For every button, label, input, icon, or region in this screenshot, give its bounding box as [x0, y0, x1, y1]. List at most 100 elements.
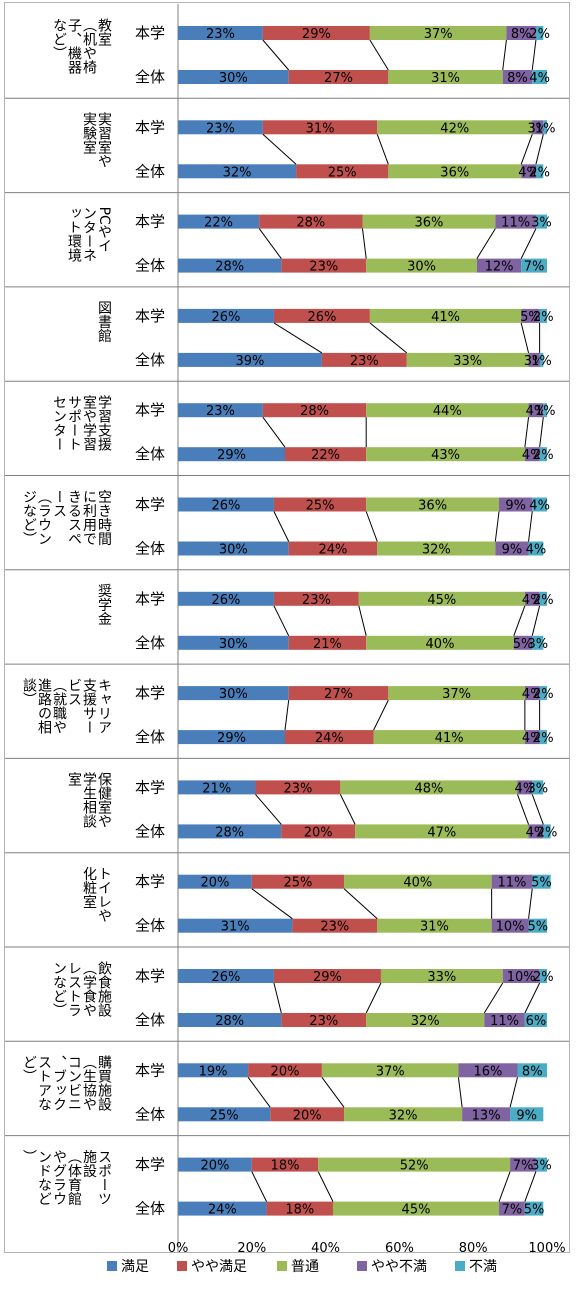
bar-segment [521, 308, 540, 323]
bar-segment [506, 26, 536, 40]
data-label: 5% [520, 310, 541, 325]
series-line [365, 982, 382, 1014]
row-label: 全体 [135, 540, 165, 558]
bar-segment [535, 1157, 547, 1172]
bar-segment [539, 686, 547, 701]
data-label: 2% [533, 310, 554, 325]
data-label: 2% [533, 687, 554, 702]
bar-segment [178, 730, 286, 745]
data-label: 23% [320, 920, 349, 935]
data-label: 1% [535, 404, 556, 419]
data-label: 20% [293, 1108, 322, 1123]
bar-segment [528, 918, 547, 933]
category-label: 飲食施設（学食やレストランなど） [51, 961, 112, 1017]
bar-segment [178, 1201, 267, 1216]
series-line [535, 134, 544, 165]
bar-segment [543, 120, 547, 135]
series-line [531, 794, 544, 825]
bar-segment [458, 1063, 518, 1078]
data-label: 31% [431, 71, 460, 86]
series-line [517, 794, 530, 825]
bar-segment [528, 352, 540, 367]
data-label: 30% [219, 71, 248, 86]
series-line [531, 39, 537, 71]
bar-segment [539, 447, 547, 462]
bar-segment [178, 403, 263, 418]
data-label: 40% [426, 637, 455, 652]
bar-segment [251, 1157, 319, 1172]
row-label: 本学 [135, 1156, 165, 1174]
data-label: 23% [350, 354, 379, 369]
bar-segment [528, 824, 544, 839]
category-label: 購買施設（生協やコンビニ、ブックストアなど） [21, 1055, 112, 1111]
category-label: キャリア支援サービス（就職や進路の相談） [21, 678, 112, 734]
row-label: 本学 [135, 778, 165, 796]
data-label: 45% [427, 593, 456, 608]
bar-segment [532, 635, 544, 650]
data-label: 21% [202, 781, 231, 796]
data-label: 9% [505, 499, 526, 514]
bar-segment [178, 874, 252, 889]
data-label: 33% [453, 354, 482, 369]
bar-segment [388, 164, 522, 179]
data-label: 4% [526, 543, 547, 558]
data-label: 3% [527, 781, 548, 796]
row-label: 本学 [135, 873, 165, 891]
x-tick-label: 0% [168, 1241, 189, 1256]
series-line [513, 605, 526, 636]
row-label: 本学 [135, 1061, 165, 1079]
bar-segment [532, 497, 547, 512]
series-line [520, 134, 533, 165]
data-label: 33% [427, 970, 456, 985]
bar-segment [178, 824, 282, 839]
bar-segment [377, 120, 533, 135]
bar-segment [373, 730, 525, 745]
series-line [502, 39, 507, 71]
row-label: 本学 [135, 684, 165, 702]
row-label: 本学 [135, 590, 165, 608]
bar-segment [273, 969, 381, 983]
bar-segment [288, 686, 389, 701]
data-label: 2% [533, 593, 554, 608]
data-label: 4% [529, 71, 550, 86]
plot-frame [4, 2, 570, 1253]
data-label: 26% [212, 970, 241, 985]
data-label: 32% [422, 543, 451, 558]
row-label: 本学 [135, 24, 165, 42]
bar-segment [510, 1107, 544, 1122]
data-label: 31% [306, 121, 335, 136]
bar-segment [524, 591, 540, 606]
bar-segment [539, 352, 544, 367]
data-label: 27% [324, 687, 353, 702]
data-label: 8% [522, 1064, 543, 1079]
bar-segment [340, 780, 518, 795]
data-label: 11% [497, 876, 526, 891]
series-line [520, 322, 530, 354]
data-label: 21% [313, 637, 342, 652]
data-label: 28% [215, 825, 244, 840]
bar-segment [543, 403, 547, 418]
data-label: 4% [522, 448, 543, 463]
category-label: 保健室や学生相談室 [66, 772, 112, 829]
bar-segment [332, 1201, 500, 1216]
data-label: 3% [531, 216, 552, 231]
data-label: 37% [442, 687, 471, 702]
data-label: 44% [433, 404, 462, 419]
data-label: 36% [418, 499, 447, 514]
series-line [255, 794, 282, 825]
bar-segment [517, 780, 533, 795]
data-label: 32% [223, 165, 252, 180]
bar-segment [358, 591, 525, 606]
bar-segment [248, 1063, 322, 1078]
bar-segment [178, 969, 274, 983]
bar-segment [288, 635, 367, 650]
data-label: 2% [533, 731, 554, 746]
legend-label: 不満 [469, 1259, 497, 1275]
x-tick-label: 100% [528, 1241, 565, 1256]
series-line [369, 39, 389, 71]
series-line [262, 416, 286, 448]
data-label: 4% [522, 593, 543, 608]
series-line [509, 1077, 518, 1108]
series-line [358, 605, 367, 636]
bar-segment [178, 1013, 282, 1027]
